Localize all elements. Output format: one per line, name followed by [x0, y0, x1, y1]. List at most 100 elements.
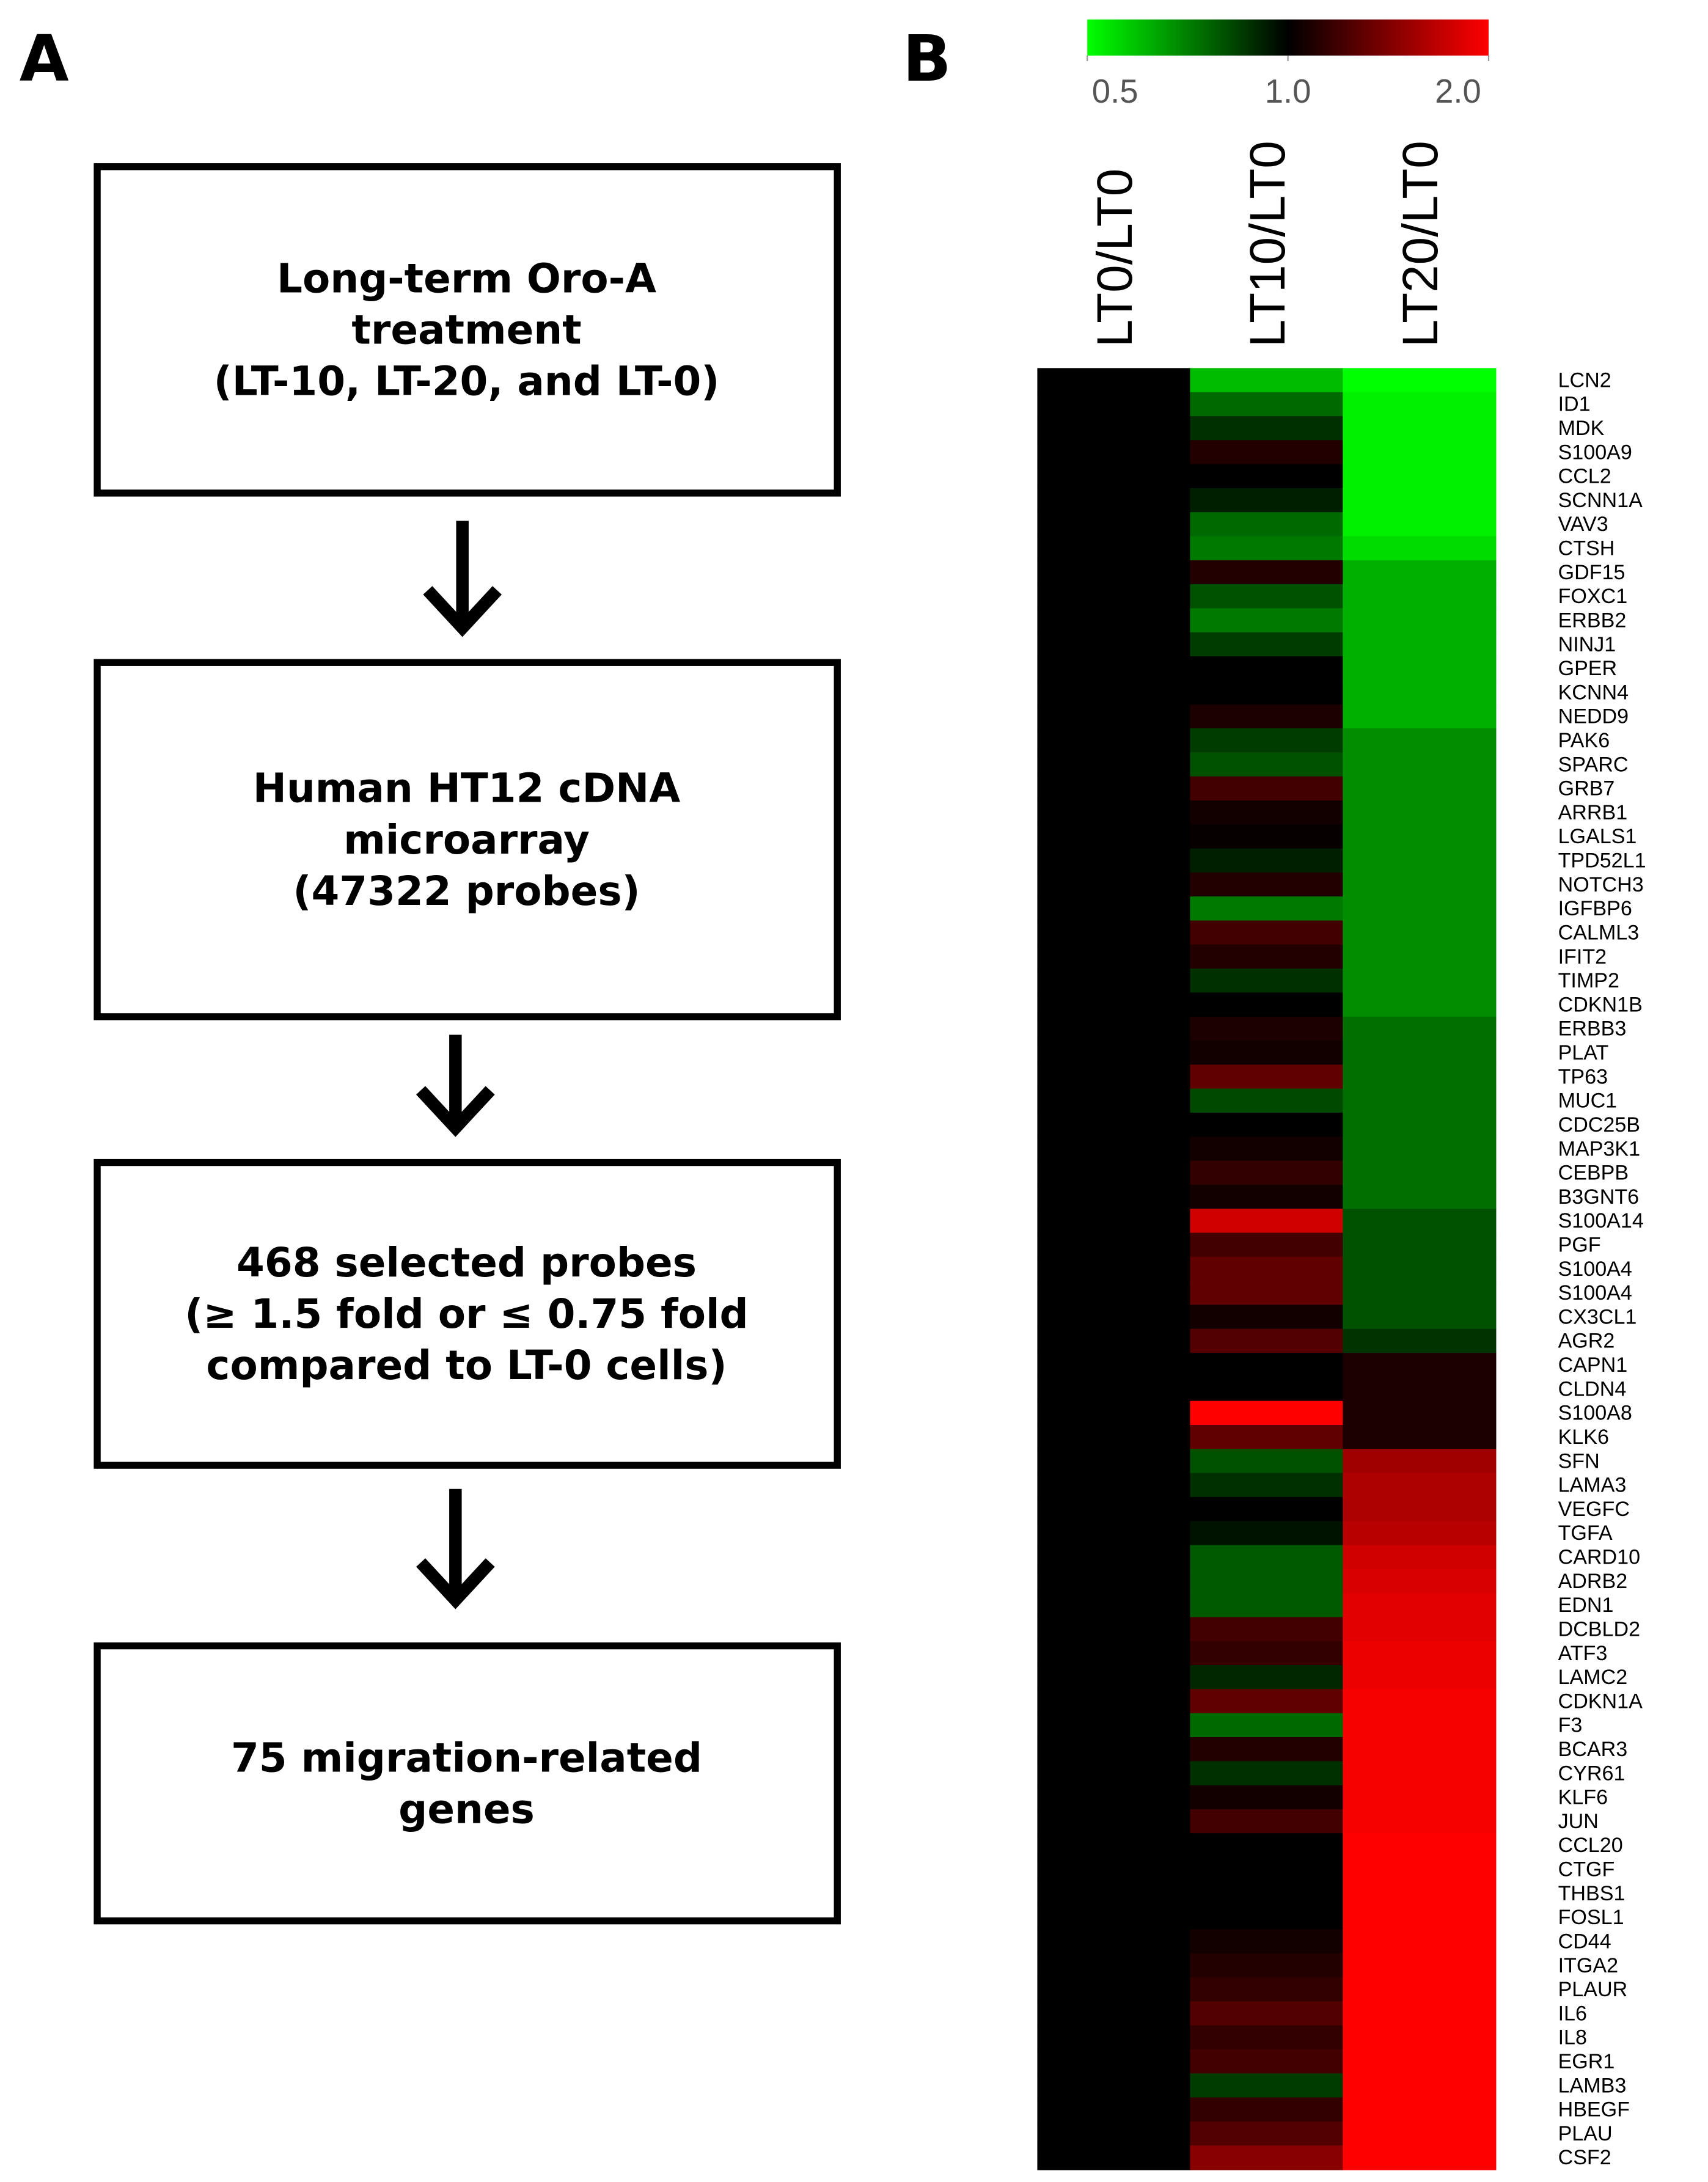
gene-label: SPARC: [1558, 753, 1629, 776]
gene-label: CDKN1B: [1558, 993, 1643, 1016]
heatmap-cell: [1190, 1593, 1344, 1618]
heatmap-cell: [1037, 1041, 1191, 1066]
heatmap-cell: [1037, 776, 1191, 802]
heatmap-cell: [1190, 536, 1344, 561]
heatmap-cell: [1190, 1857, 1344, 1882]
heatmap-cell: [1190, 752, 1344, 777]
heatmap-cell: [1343, 1137, 1497, 1162]
box-text: microarray: [343, 816, 590, 863]
heatmap-cell: [1037, 416, 1191, 441]
gene-label: PGF: [1558, 1234, 1601, 1257]
heatmap-cell: [1343, 1761, 1497, 1786]
heatmap-cell: [1343, 1809, 1497, 1834]
heatmap-cell: [1037, 1977, 1191, 2002]
heatmap-cell: [1343, 1256, 1497, 1282]
heatmap-cell: [1190, 440, 1344, 465]
heatmap-cell: [1343, 1400, 1497, 1426]
heatmap-cell: [1343, 392, 1497, 417]
heatmap-cell: [1343, 1088, 1497, 1114]
heatmap-cell: [1343, 1184, 1497, 1210]
heatmap-cell: [1190, 512, 1344, 537]
heatmap-cell: [1190, 1209, 1344, 1234]
gene-label: BCAR3: [1558, 1738, 1628, 1761]
heatmap-cell: [1343, 368, 1497, 393]
gene-label: LAMB3: [1558, 2074, 1627, 2097]
heatmap-cell: [1037, 1449, 1191, 1474]
heatmap-cell: [1190, 2025, 1344, 2051]
heatmap-cell: [1037, 512, 1191, 537]
heatmap-cell: [1190, 896, 1344, 921]
heatmap-cell: [1037, 1857, 1191, 1882]
heatmap-cell: [1343, 632, 1497, 657]
heatmap-cell: [1190, 1953, 1344, 1979]
heatmap-cell: [1190, 488, 1344, 513]
heatmap-cell: [1343, 2121, 1497, 2147]
heatmap-cell: [1343, 584, 1497, 609]
heatmap-cell: [1190, 2145, 1344, 2170]
gene-label: IGFBP6: [1558, 897, 1632, 920]
heatmap-cell: [1190, 1328, 1344, 1354]
arrow: [416, 1034, 495, 1137]
heatmap-cell: [1343, 1617, 1497, 1642]
heatmap-cell: [1190, 584, 1344, 609]
heatmap-cell: [1190, 776, 1344, 802]
box-text: treatment: [351, 307, 581, 354]
heatmap-cell: [1037, 1281, 1191, 1306]
heatmap-cell: [1037, 872, 1191, 898]
heatmap-cell: [1343, 2145, 1497, 2170]
heatmap-cell: [1343, 1929, 1497, 1954]
heatmap-cell: [1190, 1305, 1344, 1330]
heatmap-cell: [1037, 1424, 1191, 1450]
gene-label: S100A8: [1558, 1402, 1632, 1425]
heatmap-cell: [1190, 416, 1344, 441]
heatmap-cell: [1037, 1137, 1191, 1162]
heatmap-cell: [1190, 392, 1344, 417]
heatmap-cell: [1037, 1088, 1191, 1114]
heatmap-cell: [1037, 1713, 1191, 1738]
heatmap-cell: [1190, 920, 1344, 945]
heatmap-cell: [1343, 1449, 1497, 1474]
heatmap-cell: [1343, 1016, 1497, 1042]
column-label: LT10/LT0: [1240, 141, 1296, 347]
heatmap-cell: [1037, 1641, 1191, 1666]
box-text: (≥ 1.5 fold or ≤ 0.75 fold: [185, 1291, 748, 1338]
heatmap-cell: [1037, 1689, 1191, 1714]
heatmap-cell: [1343, 1521, 1497, 1546]
heatmap-cell: [1190, 608, 1344, 633]
heatmap-cell: [1037, 488, 1191, 513]
gene-label: NOTCH3: [1558, 873, 1644, 896]
heatmap-cell: [1190, 368, 1344, 393]
heatmap-cell: [1037, 536, 1191, 561]
gene-label: CEBPB: [1558, 1162, 1629, 1185]
heatmap-cell: [1343, 656, 1497, 681]
gene-label: TPD52L1: [1558, 849, 1646, 873]
gene-label: IFIT2: [1558, 945, 1607, 968]
heatmap-cell: [1343, 464, 1497, 489]
gene-label: ADRB2: [1558, 1570, 1628, 1593]
heatmap-cell: [1190, 1256, 1344, 1282]
gene-label: CD44: [1558, 1930, 1611, 1953]
gene-label: VEGFC: [1558, 1498, 1630, 1521]
heatmap-cell: [1190, 824, 1344, 849]
heatmap-cell: [1190, 1496, 1344, 1522]
heatmap-cell: [1037, 1833, 1191, 1858]
heatmap-cell: [1343, 1977, 1497, 2002]
heatmap-cell: [1037, 2145, 1191, 2170]
heatmap-cell: [1037, 392, 1191, 417]
gene-label: S100A4: [1558, 1281, 1632, 1305]
heatmap-cell: [1037, 848, 1191, 873]
heatmap-cell: [1190, 1737, 1344, 1762]
gene-label: ITGA2: [1558, 1954, 1618, 1977]
heatmap-cell: [1190, 1929, 1344, 1954]
heatmap-cell: [1343, 704, 1497, 730]
heatmap-cell: [1343, 1785, 1497, 1810]
heatmap-cell: [1343, 752, 1497, 777]
heatmap-cell: [1190, 944, 1344, 970]
heatmap-cell: [1037, 1545, 1191, 1570]
arrow: [416, 1488, 495, 1609]
heatmap-cell: [1343, 872, 1497, 898]
heatmap-cell: [1343, 1545, 1497, 1570]
colorbar: [1087, 19, 1489, 56]
heatmap-cell: [1343, 848, 1497, 873]
heatmap-cell: [1037, 2001, 1191, 2026]
